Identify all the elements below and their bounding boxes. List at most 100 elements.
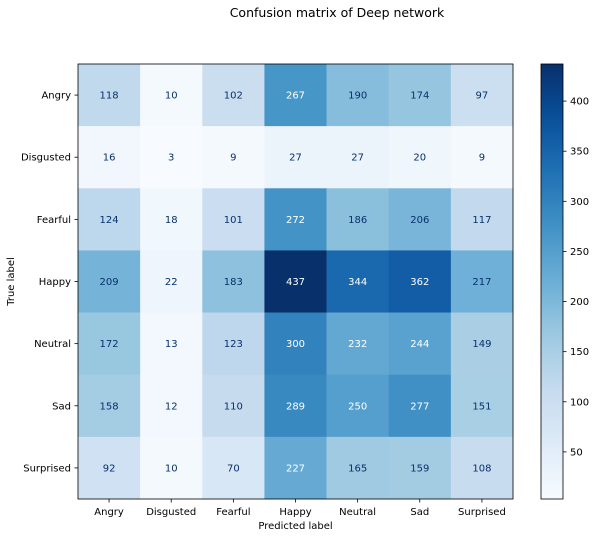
cell-value-label: 9 bbox=[479, 153, 485, 164]
cell-value-label: 209 bbox=[100, 277, 119, 288]
cell-value-label: 158 bbox=[100, 401, 119, 412]
cell-value-label: 272 bbox=[286, 215, 305, 226]
colorbar-tick-label: 150 bbox=[570, 347, 589, 358]
x-tick-label: Fearful bbox=[216, 507, 250, 518]
cell-value-label: 20 bbox=[413, 153, 426, 164]
heatmap-cell-disgusted-happy bbox=[264, 126, 327, 189]
heatmap-cell-sad-disgusted bbox=[140, 374, 203, 438]
cell-value-label: 9 bbox=[230, 153, 236, 164]
cell-value-label: 3 bbox=[168, 153, 174, 164]
x-tick-label: Neutral bbox=[339, 507, 376, 518]
cell-value-label: 101 bbox=[224, 215, 243, 226]
colorbar-ticks: 50 100 150 200 250 300 350 400 bbox=[563, 97, 589, 458]
x-tick-label: Angry bbox=[94, 507, 124, 518]
heatmap-cell-surprised-surprised bbox=[450, 436, 514, 500]
heatmap-cell-happy-happy bbox=[264, 250, 327, 313]
x-tick-label: Disgusted bbox=[146, 507, 196, 518]
heatmap-cell-neutral-surprised bbox=[450, 312, 514, 376]
cell-value-label: 108 bbox=[472, 463, 491, 474]
y-tick-label: Happy bbox=[39, 277, 71, 288]
cell-value-label: 165 bbox=[348, 463, 367, 474]
cell-value-label: 18 bbox=[165, 215, 178, 226]
heatmap-cell-neutral-disgusted bbox=[140, 312, 203, 376]
cell-value-label: 123 bbox=[224, 339, 243, 350]
cell-value-label: 244 bbox=[410, 339, 429, 350]
heatmap-cell-fearful-angry bbox=[78, 188, 141, 251]
heatmap-cell-surprised-angry bbox=[78, 436, 141, 500]
y-tick-label: Sad bbox=[52, 401, 71, 412]
cell-value-label: 344 bbox=[348, 277, 367, 288]
heatmap-cell-disgusted-angry bbox=[78, 126, 141, 189]
heatmap-cell-neutral-neutral bbox=[326, 312, 390, 376]
cell-value-label: 92 bbox=[103, 463, 116, 474]
heatmap-cell-sad-happy bbox=[264, 374, 327, 438]
heatmap-cell-surprised-happy bbox=[264, 436, 327, 500]
colorbar-tick-label: 50 bbox=[570, 447, 583, 458]
heatmap-cell-sad-angry bbox=[78, 374, 141, 438]
cell-value-label: 267 bbox=[286, 91, 305, 102]
heatmap-cells bbox=[78, 64, 514, 500]
heatmap-cell-neutral-angry bbox=[78, 312, 141, 376]
heatmap-cell-fearful-happy bbox=[264, 188, 327, 251]
heatmap-cell-angry-sad bbox=[388, 64, 452, 127]
cell-value-label: 16 bbox=[103, 153, 116, 164]
cell-value-label: 206 bbox=[410, 215, 429, 226]
cell-value-label: 13 bbox=[165, 339, 178, 350]
colorbar-tick-label: 100 bbox=[570, 397, 589, 408]
heatmap-cell-fearful-neutral bbox=[326, 188, 390, 251]
colorbar-tick-label: 350 bbox=[570, 147, 589, 158]
heatmap-cell-disgusted-sad bbox=[388, 126, 452, 189]
heatmap-cell-surprised-disgusted bbox=[140, 436, 203, 500]
cell-value-label: 174 bbox=[410, 91, 429, 102]
cell-value-label: 10 bbox=[165, 91, 178, 102]
y-tick-label: Disgusted bbox=[21, 153, 71, 164]
cell-value-label: 27 bbox=[351, 153, 364, 164]
heatmap-cell-disgusted-disgusted bbox=[140, 126, 203, 189]
x-axis: Angry Disgusted Fearful Happy Neutral Sad Surp… bbox=[94, 499, 506, 518]
heatmap-cell-fearful-sad bbox=[388, 188, 452, 251]
cell-value-label: 124 bbox=[100, 215, 119, 226]
cell-value-label: 10 bbox=[165, 463, 178, 474]
y-axis-label: True label bbox=[6, 257, 17, 307]
cell-value-label: 186 bbox=[348, 215, 367, 226]
cell-value-label: 70 bbox=[227, 463, 240, 474]
heatmap-cell-disgusted-fearful bbox=[202, 126, 265, 189]
cell-value-label: 117 bbox=[472, 215, 491, 226]
cell-value-label: 362 bbox=[410, 277, 429, 288]
x-tick-label: Sad bbox=[410, 507, 429, 518]
heatmap-cell-disgusted-neutral bbox=[326, 126, 390, 189]
heatmap-cell-angry-fearful bbox=[202, 64, 265, 127]
heatmap-cell-sad-neutral bbox=[326, 374, 390, 438]
heatmap-cell-neutral-happy bbox=[264, 312, 327, 376]
y-tick-label: Neutral bbox=[34, 339, 71, 350]
x-tick-label: Happy bbox=[279, 507, 311, 518]
cell-value-label: 300 bbox=[286, 339, 305, 350]
y-tick-label: Fearful bbox=[37, 215, 71, 226]
heatmap-cell-fearful-surprised bbox=[450, 188, 514, 251]
heatmap-cell-surprised-neutral bbox=[326, 436, 390, 500]
heatmap-cell-sad-fearful bbox=[202, 374, 265, 438]
heatmap-cell-angry-happy bbox=[264, 64, 327, 127]
cell-value-label: 289 bbox=[286, 401, 305, 412]
cell-value-label: 190 bbox=[348, 91, 367, 102]
cell-value-label: 27 bbox=[289, 153, 302, 164]
chart-title: Confusion matrix of Deep network bbox=[230, 5, 445, 20]
colorbar-tick-label: 400 bbox=[570, 97, 589, 108]
y-axis: Angry Disgusted Fearful Happy Neutral Sad Surp… bbox=[21, 91, 78, 474]
cell-value-label: 118 bbox=[100, 91, 119, 102]
heatmap-cell-happy-angry bbox=[78, 250, 141, 313]
cell-value-label: 102 bbox=[224, 91, 243, 102]
heatmap-cell-neutral-fearful bbox=[202, 312, 265, 376]
cell-value-label: 149 bbox=[472, 339, 491, 350]
cell-value-label: 232 bbox=[348, 339, 367, 350]
cell-value-label: 277 bbox=[410, 401, 429, 412]
heatmap-cell-angry-disgusted bbox=[140, 64, 203, 127]
colorbar: 50 100 150 200 250 300 350 400 bbox=[540, 63, 589, 500]
cell-value-label: 250 bbox=[348, 401, 367, 412]
heatmap-cell-fearful-fearful bbox=[202, 188, 265, 251]
cell-value-label: 110 bbox=[224, 401, 243, 412]
cell-value-label: 97 bbox=[476, 91, 489, 102]
y-tick-label: Angry bbox=[41, 91, 71, 102]
colorbar-frame bbox=[540, 63, 564, 500]
heatmap-cell-surprised-sad bbox=[388, 436, 452, 500]
